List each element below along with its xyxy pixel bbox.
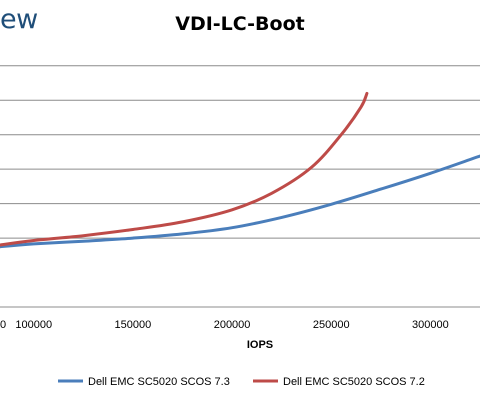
x-tick-label: 300000 [412,319,449,331]
x-tick-label: 150000 [115,319,152,331]
x-tick-label-edge: 0 [0,319,6,331]
x-tick-label: 100000 [15,319,52,331]
x-tick-label: 200000 [214,319,251,331]
legend-item: Dell EMC SC5020 SCOS 7.2 [253,376,425,388]
x-axis-title: IOPS [247,339,273,351]
legend-item: Dell EMC SC5020 SCOS 7.3 [58,376,230,388]
series-line-scos-7-3 [0,154,480,249]
series-line-scos-7-2 [0,91,369,247]
brand-logo-fragment: ew [0,4,38,35]
x-tick-label: 250000 [313,319,350,331]
legend-label: Dell EMC SC5020 SCOS 7.2 [283,376,425,388]
chart-title: VDI-LC-Boot [175,13,305,35]
legend-label: Dell EMC SC5020 SCOS 7.3 [88,376,230,388]
